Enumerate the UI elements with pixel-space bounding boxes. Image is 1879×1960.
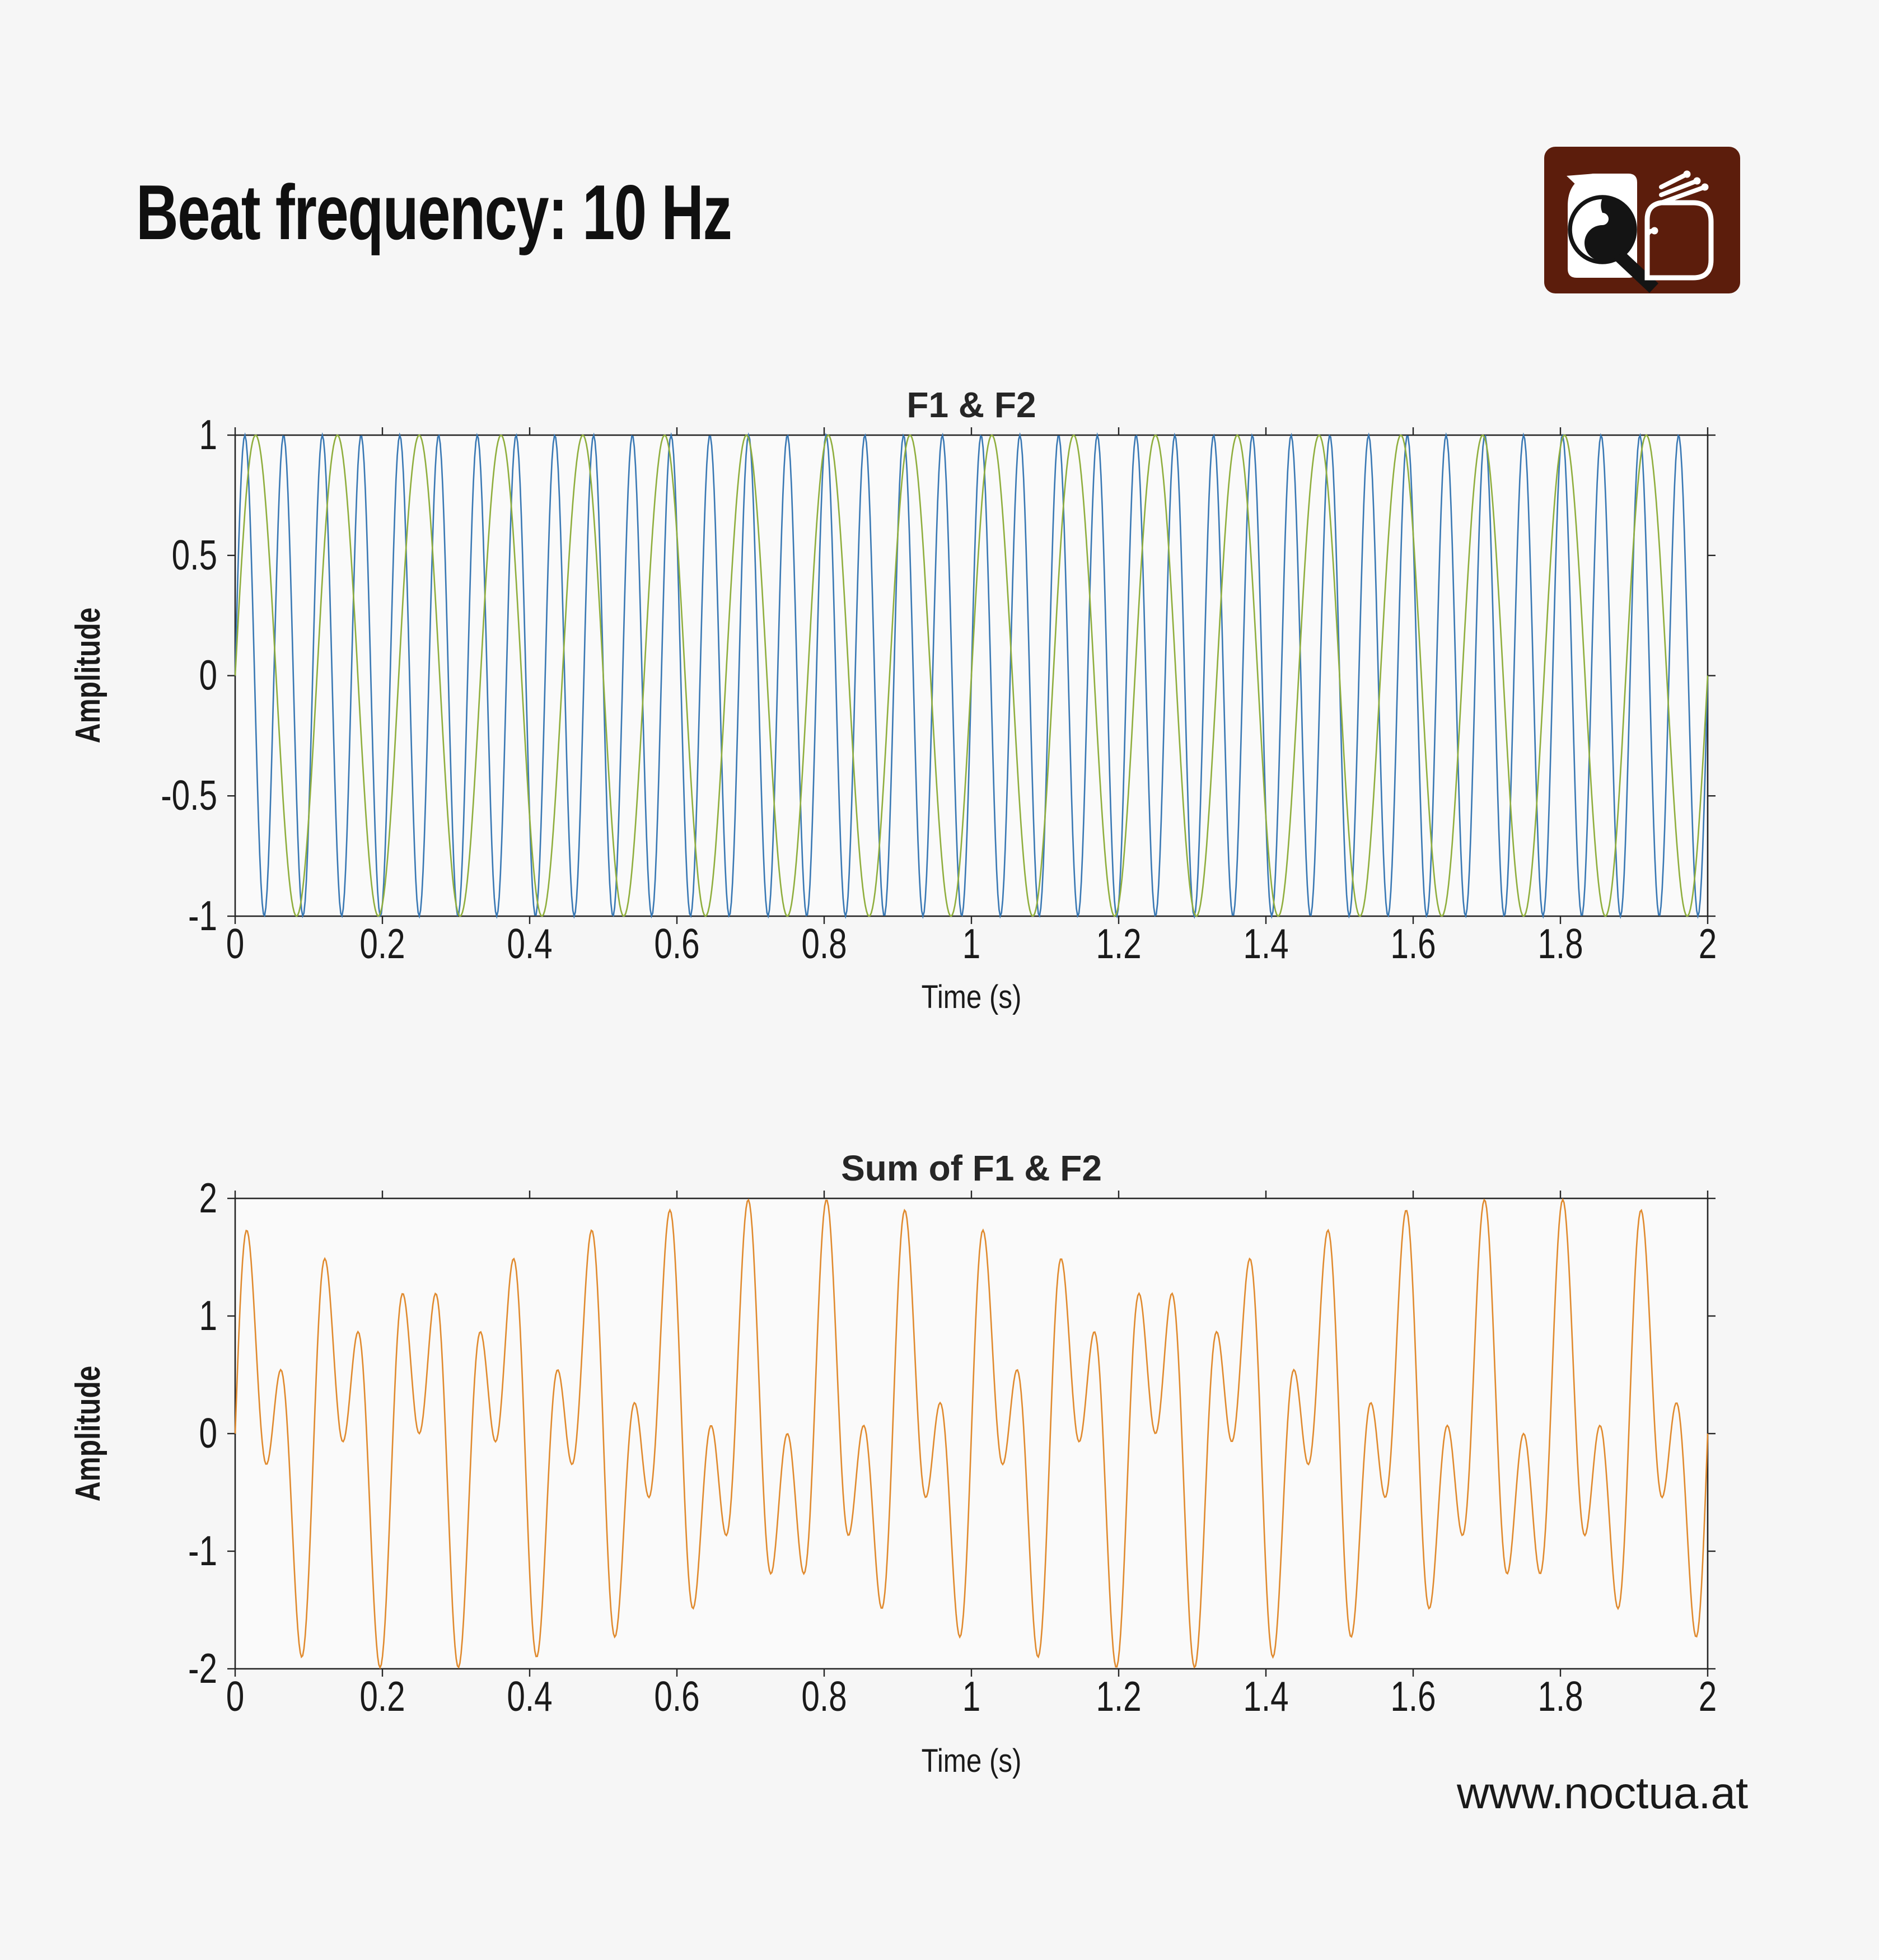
- svg-text:0.6: 0.6: [654, 1673, 699, 1720]
- svg-text:Amplitude: Amplitude: [68, 608, 107, 743]
- svg-text:1.8: 1.8: [1537, 921, 1583, 968]
- svg-text:0.8: 0.8: [801, 921, 847, 968]
- svg-text:1.2: 1.2: [1096, 921, 1141, 968]
- svg-text:0.2: 0.2: [359, 1673, 405, 1720]
- svg-text:1.2: 1.2: [1096, 1673, 1141, 1720]
- svg-text:1.6: 1.6: [1390, 1673, 1436, 1720]
- svg-text:0: 0: [199, 1410, 217, 1457]
- svg-text:0.2: 0.2: [359, 921, 405, 968]
- svg-text:1: 1: [962, 1673, 981, 1720]
- svg-text:2: 2: [199, 1175, 217, 1222]
- svg-text:0: 0: [226, 1673, 245, 1720]
- svg-text:1: 1: [199, 412, 217, 459]
- svg-text:-0.5: -0.5: [161, 772, 217, 819]
- svg-text:0.6: 0.6: [654, 921, 699, 968]
- svg-text:1: 1: [962, 921, 981, 968]
- svg-text:2: 2: [1699, 1673, 1717, 1720]
- svg-text:0.4: 0.4: [507, 921, 552, 968]
- svg-text:1: 1: [199, 1292, 217, 1340]
- svg-text:-2: -2: [188, 1645, 217, 1692]
- svg-text:0.5: 0.5: [172, 532, 217, 579]
- svg-text:Amplitude: Amplitude: [68, 1366, 107, 1501]
- svg-text:0: 0: [199, 652, 217, 699]
- svg-text:1.4: 1.4: [1243, 921, 1288, 968]
- svg-text:0.4: 0.4: [507, 1673, 552, 1720]
- svg-text:-1: -1: [188, 1528, 217, 1575]
- svg-text:0: 0: [226, 921, 245, 968]
- svg-text:Time (s): Time (s): [922, 1743, 1022, 1779]
- svg-text:1.8: 1.8: [1537, 1673, 1583, 1720]
- svg-text:2: 2: [1699, 921, 1717, 968]
- svg-text:www.noctua.at: www.noctua.at: [1456, 1768, 1748, 1818]
- svg-text:0.8: 0.8: [801, 1673, 847, 1720]
- svg-text:F1 & F2: F1 & F2: [906, 385, 1036, 425]
- svg-text:1.4: 1.4: [1243, 1673, 1288, 1720]
- svg-text:-1: -1: [188, 893, 217, 940]
- svg-text:1.6: 1.6: [1390, 921, 1436, 968]
- svg-text:Sum of F1 & F2: Sum of F1 & F2: [841, 1148, 1102, 1188]
- svg-text:Time (s): Time (s): [922, 979, 1022, 1015]
